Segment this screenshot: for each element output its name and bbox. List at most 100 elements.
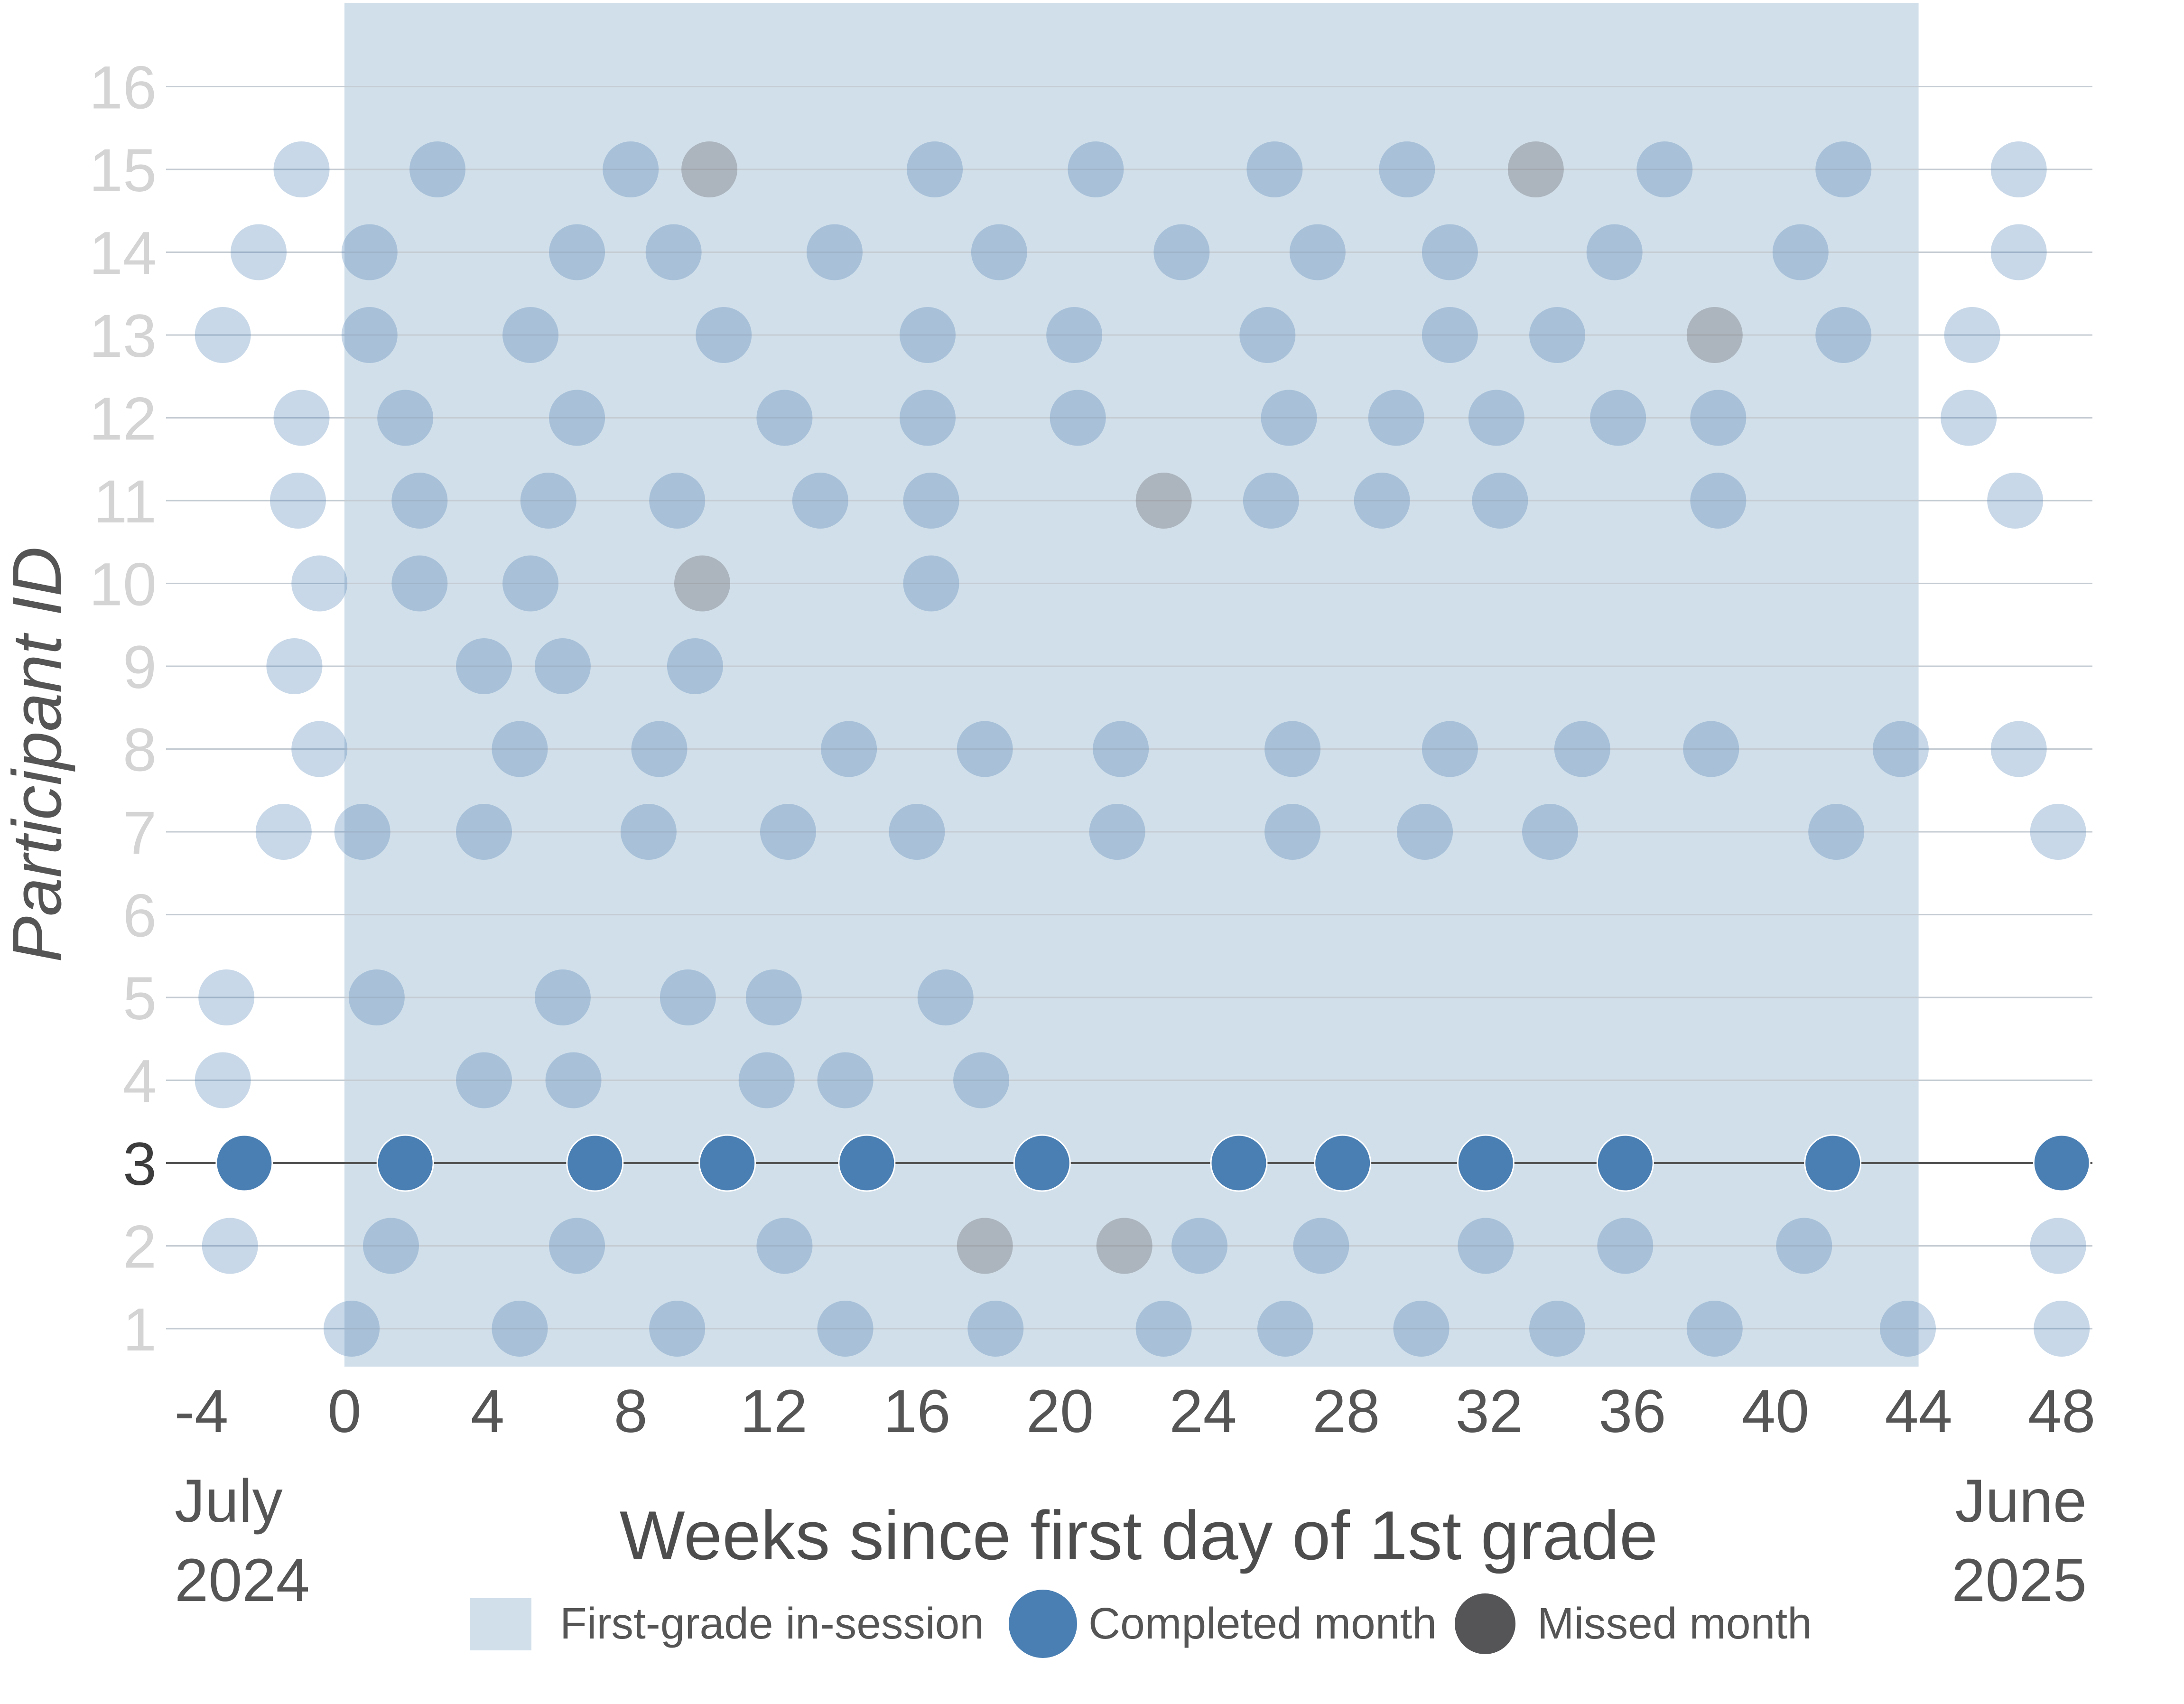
completed-point	[696, 307, 752, 363]
x-tick-label: 48	[2028, 1378, 2095, 1445]
x-tick-label: 16	[883, 1378, 950, 1445]
completed-point	[456, 638, 512, 694]
completed-point	[1257, 1301, 1314, 1357]
completed-point	[889, 804, 945, 860]
completed-point	[917, 969, 974, 1025]
x-tick-label: 4	[471, 1378, 504, 1445]
completed-point	[377, 390, 434, 446]
completed-point	[195, 1052, 251, 1108]
completed-point	[1397, 804, 1453, 860]
completed-point	[903, 555, 959, 612]
y-tick-label: 8	[123, 717, 157, 784]
completed-point	[792, 473, 848, 529]
completed-point	[231, 224, 287, 280]
completed-point	[1990, 141, 2047, 197]
missed-point	[1135, 473, 1192, 529]
x-tick-label: 12	[740, 1378, 808, 1445]
completed-point	[202, 1218, 258, 1274]
completed-point	[1776, 1218, 1832, 1274]
completed-point	[255, 804, 312, 860]
completed-point	[1314, 1134, 1372, 1192]
completed-point	[1135, 1301, 1192, 1357]
y-axis-title: Participant ID	[0, 547, 75, 962]
completed-point	[456, 804, 512, 860]
completed-point	[1941, 390, 1997, 446]
completed-point	[1422, 224, 1478, 280]
start-date-year: 2024	[175, 1546, 310, 1614]
missed-point	[957, 1218, 1013, 1274]
completed-point	[270, 473, 326, 529]
completed-point	[1529, 307, 1586, 363]
completed-point	[1690, 473, 1747, 529]
completed-point	[1368, 390, 1424, 446]
completed-point	[745, 969, 802, 1025]
completed-point	[1586, 224, 1643, 280]
end-date-month: June	[1955, 1467, 2087, 1535]
completed-point	[1815, 141, 1872, 197]
y-tick-label: 9	[123, 633, 157, 701]
completed-point	[631, 721, 688, 777]
completed-point	[1686, 1301, 1743, 1357]
completed-point	[2030, 804, 2086, 860]
legend-missed-swatch	[1455, 1593, 1515, 1654]
completed-point	[1243, 473, 1299, 529]
completed-point	[957, 721, 1013, 777]
completed-point	[756, 1218, 813, 1274]
legend: First-grade in-session Completed month M…	[470, 1590, 1812, 1658]
completed-point	[1596, 1134, 1654, 1192]
completed-point	[817, 1301, 874, 1357]
completed-point	[1068, 141, 1124, 197]
y-tick-label: 1	[123, 1296, 157, 1364]
completed-point	[520, 473, 576, 529]
completed-point	[549, 390, 605, 446]
completed-point	[1171, 1218, 1228, 1274]
x-tick-label: 20	[1026, 1378, 1094, 1445]
completed-point	[967, 1301, 1024, 1357]
completed-point	[566, 1134, 624, 1192]
completed-point	[266, 638, 323, 694]
completed-point	[806, 224, 863, 280]
completed-point	[1422, 721, 1478, 777]
completed-point	[1522, 804, 1578, 860]
completed-point	[492, 1301, 548, 1357]
y-tick-label: 11	[93, 468, 157, 536]
completed-point	[903, 473, 959, 529]
completed-point	[1457, 1134, 1515, 1192]
completed-point	[1472, 473, 1528, 529]
completed-point	[1093, 721, 1149, 777]
y-tick-label: 15	[89, 137, 157, 205]
completed-point	[502, 555, 559, 612]
completed-point	[273, 390, 330, 446]
completed-point	[1289, 224, 1346, 280]
completed-point	[1050, 390, 1106, 446]
y-tick-label: 3	[123, 1130, 157, 1198]
x-tick-label: 32	[1456, 1378, 1523, 1445]
completed-point	[334, 804, 390, 860]
missed-point	[1507, 141, 1564, 197]
completed-point	[907, 141, 963, 197]
completed-point	[376, 1134, 434, 1192]
completed-point	[502, 307, 559, 363]
completed-point	[1013, 1134, 1071, 1192]
completed-point	[1690, 390, 1747, 446]
completed-point	[215, 1134, 273, 1192]
completed-point	[838, 1134, 896, 1192]
completed-point	[1804, 1134, 1862, 1192]
legend-completed-label: Completed month	[1088, 1599, 1437, 1648]
completed-point	[1872, 721, 1929, 777]
completed-point	[738, 1052, 795, 1108]
y-tick-label: 16	[89, 54, 157, 122]
y-tick-label: 12	[89, 385, 157, 453]
completed-point	[1990, 224, 2047, 280]
completed-point	[1458, 1218, 1514, 1274]
completed-point	[195, 307, 251, 363]
x-tick-label: 44	[1885, 1378, 1952, 1445]
completed-point	[348, 969, 405, 1025]
x-tick-label: 24	[1169, 1378, 1236, 1445]
completed-point	[1597, 1218, 1654, 1274]
completed-point	[1293, 1218, 1349, 1274]
completed-point	[273, 141, 330, 197]
completed-point	[645, 224, 702, 280]
missed-point	[1096, 1218, 1152, 1274]
